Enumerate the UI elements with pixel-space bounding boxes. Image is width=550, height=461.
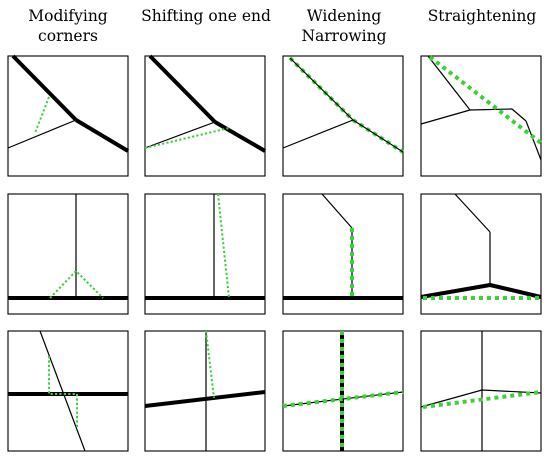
- panel-straightening-row3: [420, 330, 542, 452]
- road-segment-thin: [525, 120, 542, 161]
- road-segment-thick: [144, 390, 266, 408]
- guide-line: [422, 390, 542, 409]
- column-header-line: Straightening: [427, 7, 537, 25]
- panel-frame: [282, 193, 404, 315]
- panel-shifting-one-end-row2: [144, 193, 266, 315]
- column-header-widening-narrowing: Widening Narrowing: [276, 6, 412, 46]
- guide-line: [49, 269, 104, 299]
- guide-line: [205, 330, 215, 399]
- column-header-shifting-one-end: Shifting one end: [138, 6, 274, 26]
- panel-frame: [420, 330, 542, 452]
- panel-shifting-one-end-row1: [144, 54, 267, 177]
- road-segment-thin: [454, 193, 491, 233]
- road-segment-thin: [282, 119, 354, 149]
- road-segment-thick: [11, 54, 78, 122]
- road-segment-thin: [420, 389, 542, 408]
- road-segment-thick: [148, 54, 217, 124]
- panel-frame: [144, 330, 266, 452]
- road-segment-thin: [282, 391, 404, 407]
- panel-frame: [420, 193, 542, 315]
- guide-line: [144, 127, 230, 149]
- guide-line: [217, 193, 230, 299]
- panel-frame: [282, 55, 404, 177]
- road-segment-thin: [352, 119, 404, 153]
- road-segment-thin: [511, 108, 527, 122]
- road-segment-thin: [289, 57, 354, 121]
- road-segment-thin: [7, 119, 77, 149]
- column-header-line: Narrowing: [301, 27, 387, 45]
- panel-straightening-row1: [420, 55, 543, 177]
- guide-line: [34, 96, 50, 134]
- panel-frame: [420, 55, 542, 177]
- road-segment-thick: [489, 283, 542, 299]
- panel-modifying-corners-row3: [7, 330, 129, 452]
- road-segment-thin: [469, 108, 513, 111]
- column-header-line: Widening: [306, 7, 382, 25]
- panel-frame: [7, 193, 129, 315]
- panel-modifying-corners-row1: [7, 54, 130, 177]
- panel-frame: [7, 330, 129, 452]
- column-header-line: Modifying: [28, 7, 108, 25]
- road-segment-thick: [420, 283, 491, 299]
- panel-modifying-corners-row2: [7, 193, 129, 315]
- guide-line: [428, 55, 543, 145]
- road-segment-thin: [39, 330, 86, 452]
- road-segment-thin: [144, 121, 216, 149]
- panel-widening-narrowing-row3: [282, 330, 404, 452]
- road-segment-thin: [427, 55, 471, 111]
- panel-shifting-one-end-row3: [144, 330, 266, 452]
- panel-frame: [144, 193, 266, 315]
- panel-straightening-row2: [420, 193, 542, 315]
- column-header-line: Shifting one end: [141, 7, 271, 25]
- panel-frame: [144, 55, 266, 177]
- column-header-straightening: Straightening: [414, 6, 550, 26]
- guide-line: [48, 356, 78, 427]
- road-segment-thick: [74, 118, 130, 153]
- panel-widening-narrowing-row2: [282, 193, 404, 315]
- panel-frame: [7, 55, 129, 177]
- road-segment-thick: [213, 120, 267, 153]
- column-header-modifying-corners: Modifying corners: [0, 6, 136, 46]
- panel-widening-narrowing-row1: [282, 55, 405, 177]
- road-segment-thin: [420, 109, 471, 125]
- road-segment-thin: [321, 193, 353, 229]
- column-header-line: corners: [38, 27, 98, 45]
